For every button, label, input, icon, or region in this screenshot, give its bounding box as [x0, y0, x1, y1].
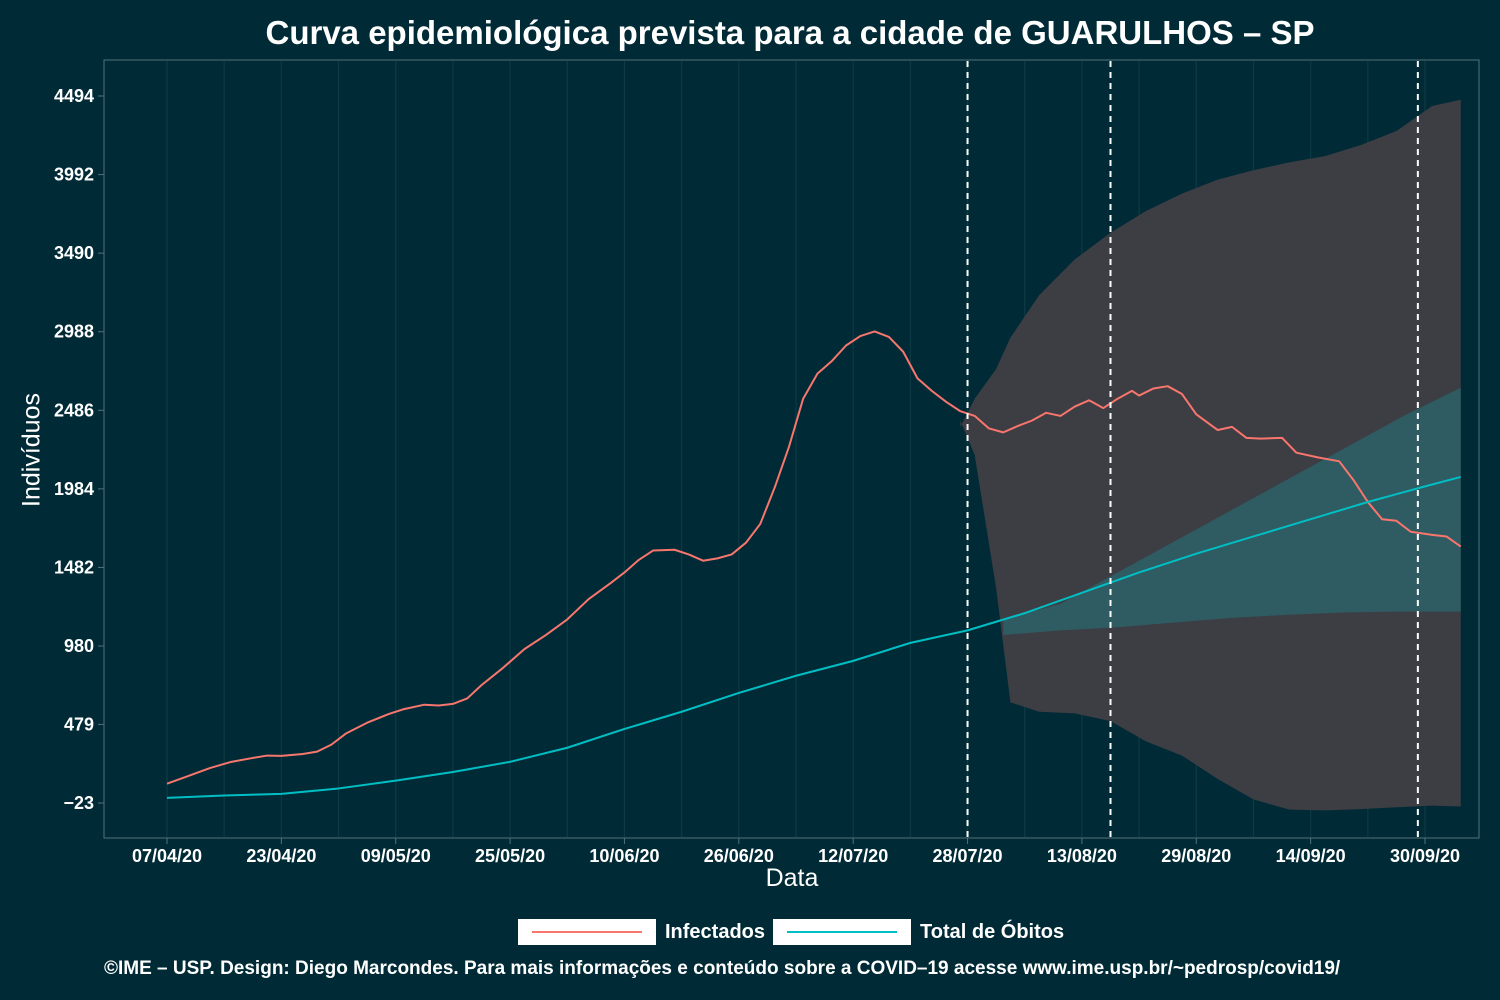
y-tick-label: 1984 — [54, 479, 94, 499]
chart-title: Curva epidemiológica prevista para a cid… — [265, 14, 1315, 51]
y-tick-label: 4494 — [54, 86, 94, 106]
legend-item-obitos: Total de Óbitos — [773, 919, 1064, 945]
y-tick-label: 2988 — [54, 322, 94, 342]
confidence-band-2 — [1003, 387, 1461, 636]
x-tick-label: 26/06/20 — [704, 846, 774, 866]
x-tick-label: 23/04/20 — [246, 846, 316, 866]
x-tick-label: 09/05/20 — [361, 846, 431, 866]
y-tick-label: 1482 — [54, 557, 94, 577]
legend-item-infectados: Infectados — [518, 919, 765, 945]
y-tick-label: 479 — [64, 714, 94, 734]
legend-label-infectados: Infectados — [665, 920, 766, 943]
y-tick-label: 3992 — [54, 165, 94, 185]
y-tick-label: 3490 — [54, 243, 94, 263]
x-tick-label: 30/09/20 — [1390, 846, 1460, 866]
x-tick-label: 13/08/20 — [1047, 846, 1117, 866]
x-axis-title: Data — [765, 864, 819, 892]
series-lines — [166, 330, 1462, 799]
legend-key-infectados — [518, 919, 656, 945]
vertical-reference-lines — [966, 61, 1419, 837]
confidence-bands — [960, 99, 1461, 811]
y-axis-title: Indivíduos — [17, 393, 46, 507]
series-line-obitos — [166, 476, 1461, 799]
caption: ©IME – USP. Design: Diego Marcondes. Par… — [104, 958, 1341, 979]
legend-key-obitos — [773, 919, 912, 945]
x-tick-label: 28/07/20 — [933, 846, 1003, 866]
y-tick-label: −23 — [63, 793, 94, 813]
x-tick-label: 10/06/20 — [589, 846, 659, 866]
x-tick-label: 12/07/20 — [818, 846, 888, 866]
x-tick-label: 14/09/20 — [1276, 846, 1346, 866]
series-line-infectados — [166, 330, 1462, 785]
y-tick-label: 2486 — [54, 400, 94, 420]
y-axis: −23 479 980 1482 1984 2486 2988 3490 3992 4494 — [54, 86, 104, 813]
x-axis: 07/04/20 23/04/20 09/05/20 25/05/20 10/06/20… — [132, 838, 1460, 866]
confidence-band-1 — [960, 99, 1461, 811]
x-tick-label: 07/04/20 — [132, 846, 202, 866]
y-tick-label: 980 — [64, 636, 94, 656]
x-tick-label: 29/08/20 — [1161, 846, 1231, 866]
x-tick-label: 25/05/20 — [475, 846, 545, 866]
legend-label-obitos: Total de Óbitos — [920, 920, 1065, 943]
legend: Infectados Total de Óbitos — [518, 918, 1072, 946]
